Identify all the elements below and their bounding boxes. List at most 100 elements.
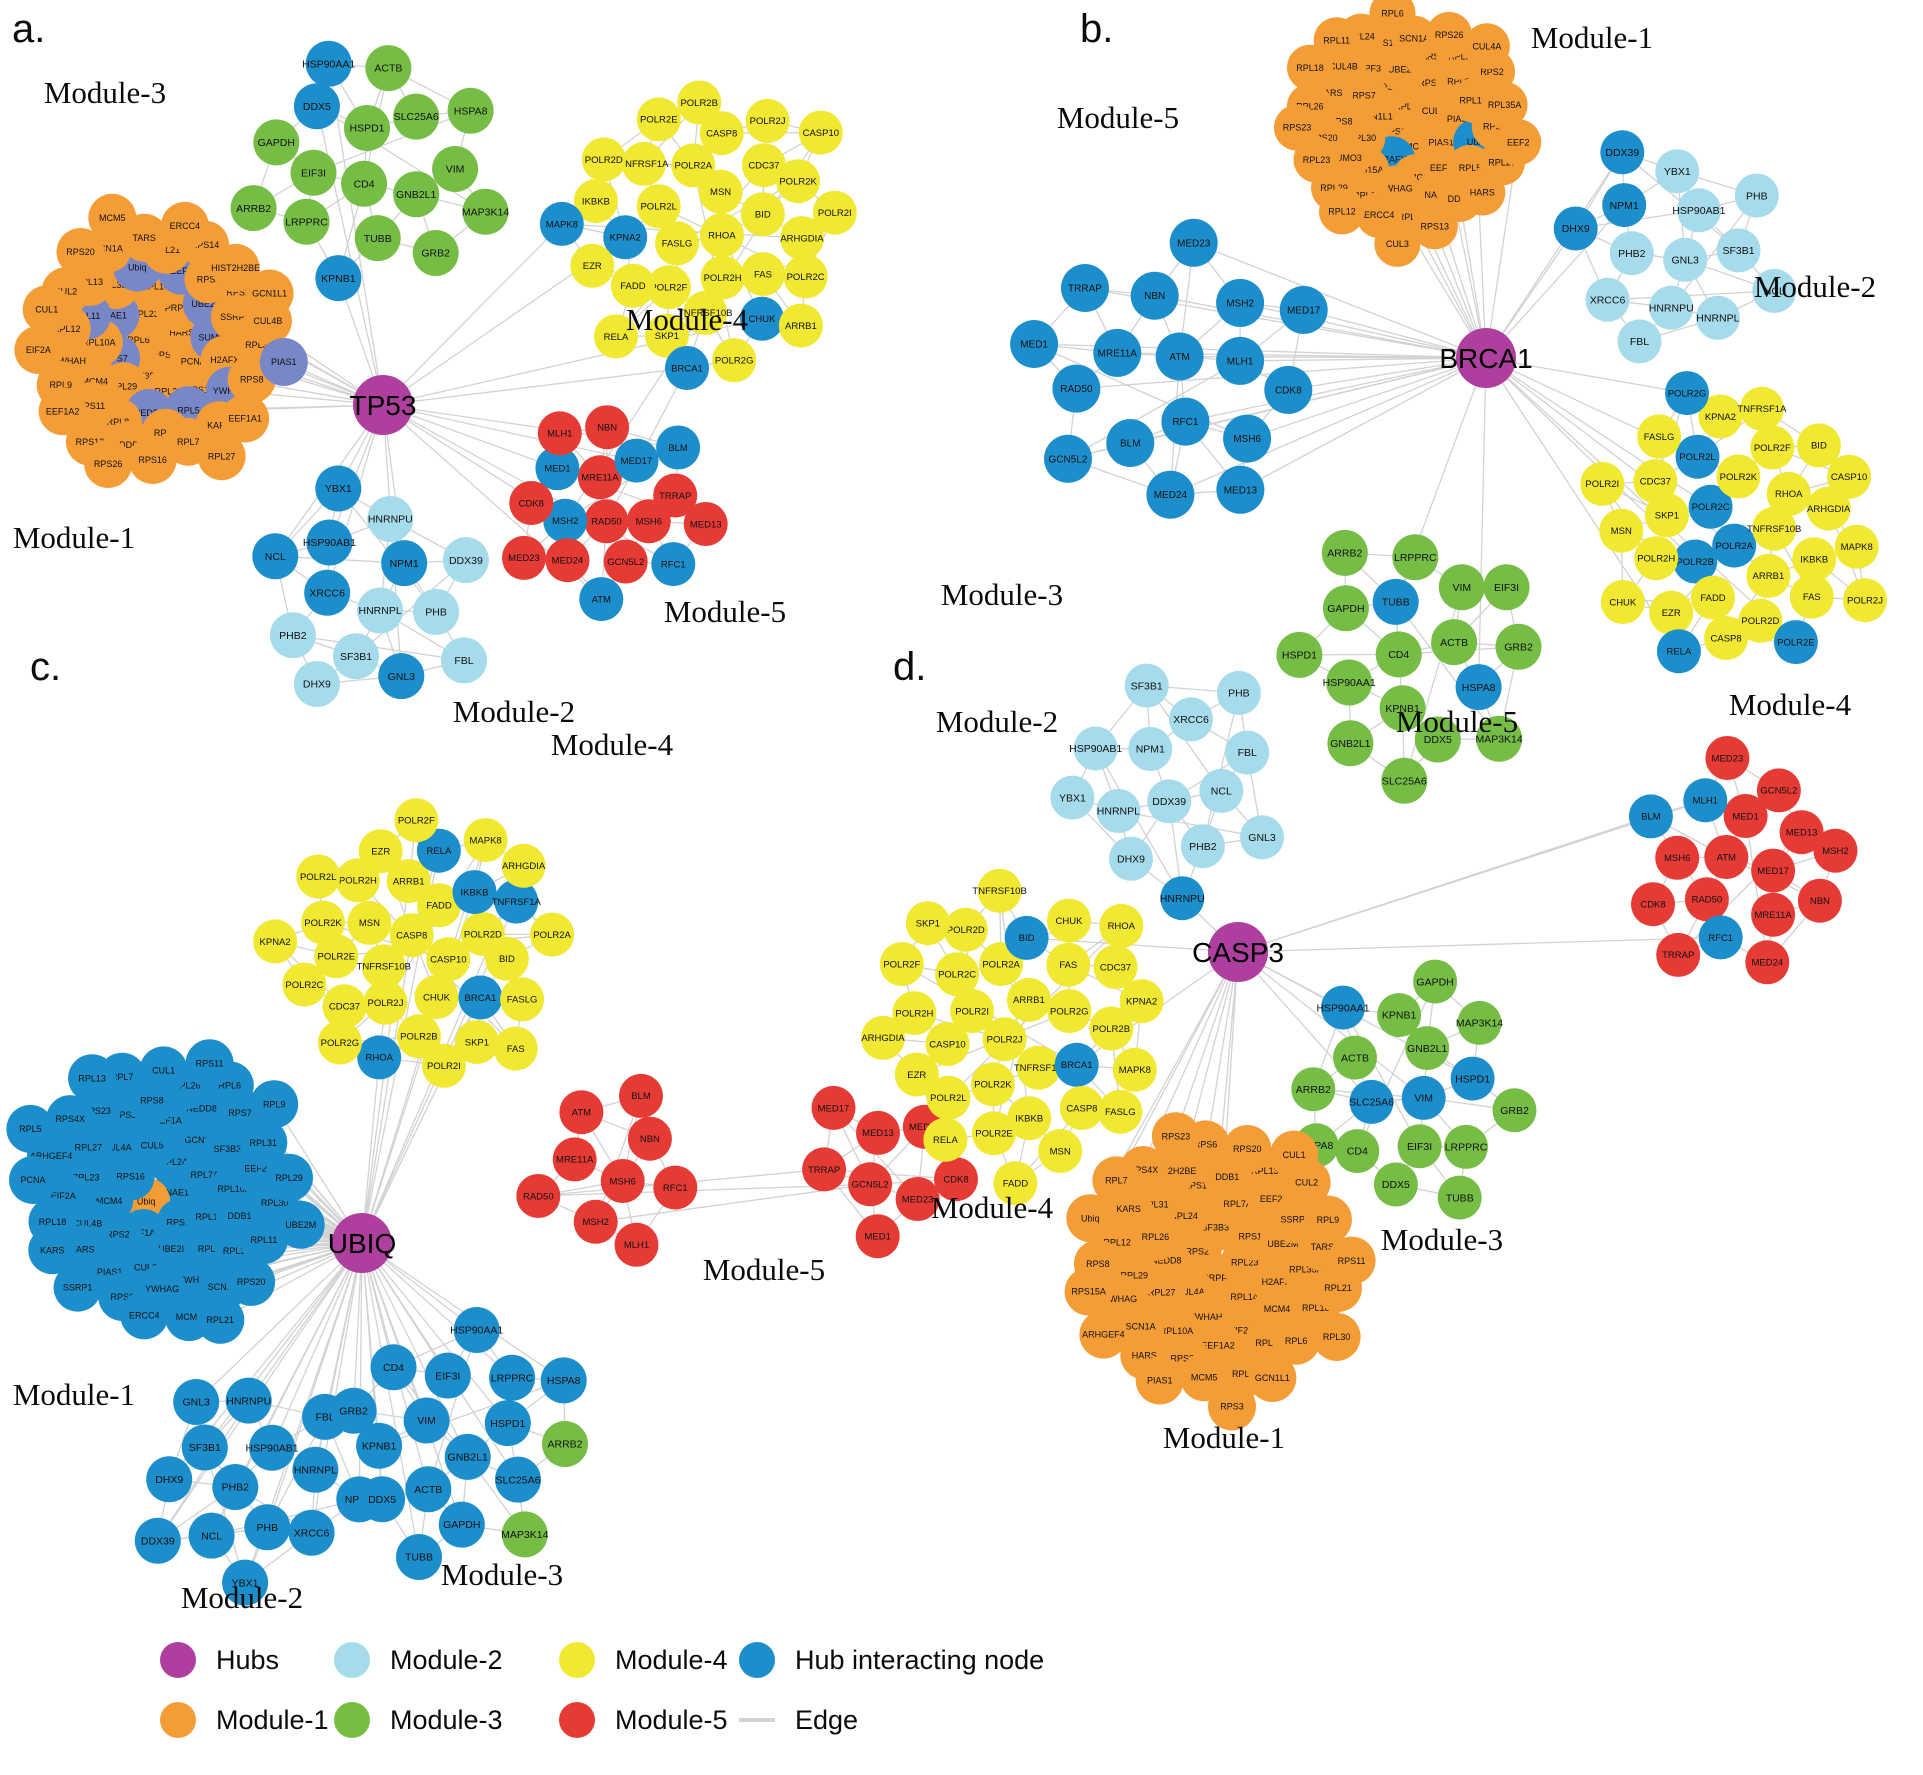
node-circle[interactable] xyxy=(1437,1175,1482,1220)
node-hspd1[interactable]: HSPD1 xyxy=(1276,631,1323,678)
node-kpna2[interactable]: KPNA2 xyxy=(253,919,298,964)
node-circle[interactable] xyxy=(396,1534,442,1580)
node-circle[interactable] xyxy=(293,83,340,130)
node-circle[interactable] xyxy=(301,900,345,945)
node-cdk8[interactable]: CDK8 xyxy=(1631,882,1675,927)
hub-node-brca1[interactable]: BRCA1 xyxy=(1439,328,1533,388)
node-circle[interactable] xyxy=(53,1263,102,1312)
node-circle[interactable] xyxy=(347,900,392,945)
node-fas[interactable]: FAS xyxy=(1789,574,1834,619)
node-mlh1[interactable]: MLH1 xyxy=(614,1222,659,1267)
node-circle[interactable] xyxy=(22,285,71,334)
node-circle[interactable] xyxy=(501,1511,548,1558)
node-circle[interactable] xyxy=(1054,1042,1099,1087)
hub-circle[interactable] xyxy=(332,1213,392,1273)
node-ncl[interactable]: NCL xyxy=(252,533,299,580)
node-circle[interactable] xyxy=(603,215,648,260)
node-circle[interactable] xyxy=(1631,882,1675,927)
node-casp10[interactable]: CASP10 xyxy=(1827,454,1872,499)
node-circle[interactable] xyxy=(1676,188,1721,233)
node-eef1a2[interactable]: EEF1A2 xyxy=(38,387,87,436)
node-circle[interactable] xyxy=(1349,1079,1394,1124)
node-circle[interactable] xyxy=(1375,631,1422,678)
node-circle[interactable] xyxy=(1079,1310,1128,1359)
node-ybx1[interactable]: YBX1 xyxy=(1050,775,1095,820)
node-ikbkb[interactable]: IKBKB xyxy=(452,870,497,915)
node-circle[interactable] xyxy=(1492,1088,1537,1133)
node-gnl3[interactable]: GNL3 xyxy=(173,1379,220,1425)
node-circle[interactable] xyxy=(1405,1026,1450,1071)
node-arrb2[interactable]: ARRB2 xyxy=(1291,1067,1336,1112)
node-circle[interactable] xyxy=(671,143,716,188)
node-circle[interactable] xyxy=(56,228,105,276)
node-lrpprc[interactable]: LRPPRC xyxy=(1444,1124,1488,1169)
node-circle[interactable] xyxy=(1119,979,1164,1024)
node-polr2i[interactable]: POLR2I xyxy=(421,1043,466,1088)
node-circle[interactable] xyxy=(1050,775,1095,820)
node-fas[interactable]: FAS xyxy=(741,252,785,297)
node-chuk[interactable]: CHUK xyxy=(1047,898,1091,943)
node-circle[interactable] xyxy=(1092,1156,1141,1205)
node-dhx9[interactable]: DHX9 xyxy=(1109,836,1153,881)
node-polr2k[interactable]: POLR2K xyxy=(776,159,821,204)
node-cul1[interactable]: CUL1 xyxy=(22,285,71,334)
node-circle[interactable] xyxy=(1495,119,1542,166)
node-circle[interactable] xyxy=(1112,1047,1157,1092)
node-circle[interactable] xyxy=(9,1156,57,1204)
node-chuk[interactable]: CHUK xyxy=(1600,580,1645,624)
node-xrcc6[interactable]: XRCC6 xyxy=(1585,277,1630,322)
node-polr2a[interactable]: POLR2A xyxy=(530,912,575,957)
node-circle[interactable] xyxy=(1276,631,1323,678)
node-fbl[interactable]: FBL xyxy=(1225,730,1270,775)
node-kpnb1[interactable]: KPNB1 xyxy=(315,255,362,302)
node-circle[interactable] xyxy=(394,798,439,843)
node-circle[interactable] xyxy=(683,502,728,546)
node-rps15a[interactable]: RPS15A xyxy=(1064,1267,1113,1316)
node-rhoa[interactable]: RHOA xyxy=(1099,903,1144,948)
node-tubb[interactable]: TUBB xyxy=(1372,578,1419,625)
node-msn[interactable]: MSN xyxy=(1038,1129,1083,1173)
node-circle[interactable] xyxy=(358,829,403,874)
node-gcn1l1[interactable]: GCN1L1 xyxy=(1248,1354,1297,1402)
node-circle[interactable] xyxy=(1180,824,1225,869)
node-sf3b1[interactable]: SF3B1 xyxy=(333,633,379,680)
node-hspa8[interactable]: HSPA8 xyxy=(447,87,494,134)
node-arrb2[interactable]: ARRB2 xyxy=(1321,529,1368,576)
node-circle[interactable] xyxy=(196,1295,245,1344)
node-circle[interactable] xyxy=(1704,616,1749,661)
node-circle[interactable] xyxy=(776,159,821,204)
node-mlh1[interactable]: MLH1 xyxy=(1216,336,1265,385)
node-circle[interactable] xyxy=(282,962,327,1007)
node-circle[interactable] xyxy=(239,1118,288,1167)
node-polr2l[interactable]: POLR2L xyxy=(296,854,341,899)
node-circle[interactable] xyxy=(293,661,340,707)
node-circle[interactable] xyxy=(463,818,508,863)
node-polr2c[interactable]: POLR2C xyxy=(282,962,327,1007)
node-rpl30[interactable]: RPL30 xyxy=(1312,1312,1361,1361)
node-circle[interactable] xyxy=(1438,564,1485,611)
node-circle[interactable] xyxy=(1089,1006,1134,1051)
node-circle[interactable] xyxy=(1609,231,1654,276)
node-circle[interactable] xyxy=(1628,794,1673,839)
node-polr2h[interactable]: POLR2H xyxy=(1634,536,1679,581)
node-circle[interactable] xyxy=(330,1387,377,1434)
node-eif3i[interactable]: EIF3I xyxy=(1483,564,1530,611)
node-circle[interactable] xyxy=(453,1307,500,1353)
node-ube2m[interactable]: UBE2M xyxy=(276,1200,325,1249)
node-trrap[interactable]: TRRAP xyxy=(802,1147,847,1192)
node-rpl5[interactable]: RPL5 xyxy=(6,1104,55,1153)
node-pcna[interactable]: PCNA xyxy=(9,1156,57,1204)
node-circle[interactable] xyxy=(905,901,950,946)
node-polr2f[interactable]: POLR2F xyxy=(1750,425,1795,470)
node-circle[interactable] xyxy=(250,1080,299,1129)
node-circle[interactable] xyxy=(333,633,379,680)
node-circle[interactable] xyxy=(1792,537,1837,582)
node-cdc37[interactable]: CDC37 xyxy=(1633,459,1678,504)
node-circle[interactable] xyxy=(1599,508,1644,553)
node-circle[interactable] xyxy=(1675,434,1720,479)
node-circle[interactable] xyxy=(1698,394,1743,439)
node-circle[interactable] xyxy=(1752,506,1797,551)
node-circle[interactable] xyxy=(452,870,497,915)
node-med24[interactable]: MED24 xyxy=(1146,470,1195,519)
node-polr2f[interactable]: POLR2F xyxy=(879,942,924,987)
